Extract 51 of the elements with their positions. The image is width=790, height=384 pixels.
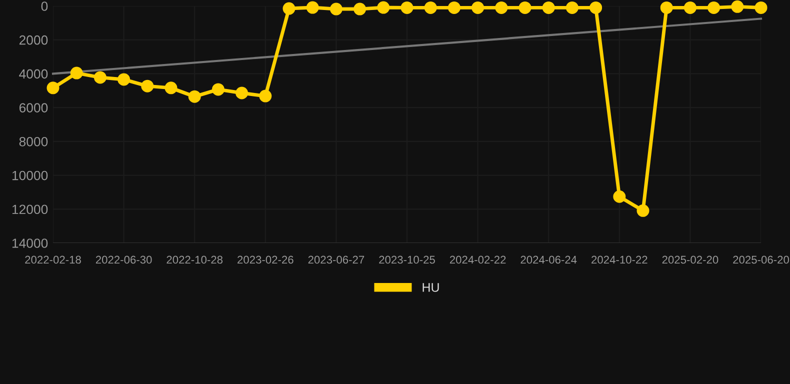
point xyxy=(448,1,460,14)
point xyxy=(377,1,390,14)
point xyxy=(754,1,768,14)
y-tick-label: 14000 xyxy=(12,238,48,248)
y-tick-label: 2000 xyxy=(19,35,48,45)
x-tick-label: 2023-02-26 xyxy=(238,256,294,264)
point xyxy=(424,1,437,14)
x-tick-label: 2023-10-25 xyxy=(379,256,435,264)
point xyxy=(164,82,178,94)
point xyxy=(684,1,696,14)
x-tick-label: 2022-02-18 xyxy=(25,256,81,264)
point xyxy=(212,83,224,96)
x-tick-label: 2022-10-28 xyxy=(166,256,223,264)
point xyxy=(354,2,366,16)
y-tick-label: 12000 xyxy=(12,204,48,214)
x-tick-label: 2022-06-30 xyxy=(96,256,152,264)
point xyxy=(118,73,130,86)
point xyxy=(636,204,650,217)
point xyxy=(542,1,555,14)
point xyxy=(70,66,83,80)
point xyxy=(613,190,626,203)
point xyxy=(708,1,720,14)
point xyxy=(731,0,744,13)
point xyxy=(259,90,272,102)
x-tick-label: 2024-02-22 xyxy=(450,256,506,264)
x-tick-label: 2023-06-27 xyxy=(308,256,364,264)
point xyxy=(566,1,578,14)
y-tick-label: 4000 xyxy=(19,69,48,79)
point xyxy=(141,80,154,92)
x-tick-label: 2024-06-24 xyxy=(520,256,577,264)
point xyxy=(94,71,106,84)
point xyxy=(660,1,673,14)
x-tick-label: 2025-02-20 xyxy=(662,256,718,264)
point xyxy=(236,86,248,100)
point xyxy=(46,82,60,94)
y-tick-label: 8000 xyxy=(19,136,48,146)
point xyxy=(590,1,602,14)
point xyxy=(330,2,342,16)
y-tick-label: 10000 xyxy=(12,170,48,180)
point xyxy=(400,1,414,14)
x-tick-label: 2025-06-20 xyxy=(733,256,789,264)
point xyxy=(472,1,484,14)
point xyxy=(188,90,201,103)
point xyxy=(282,2,296,15)
point xyxy=(518,1,532,14)
point xyxy=(495,1,508,14)
point xyxy=(306,1,319,14)
y-tick-label: 0 xyxy=(41,2,48,11)
legend-label: HU xyxy=(422,283,439,292)
x-tick-label: 2024-10-22 xyxy=(592,256,648,264)
y-tick-label: 6000 xyxy=(19,103,48,112)
